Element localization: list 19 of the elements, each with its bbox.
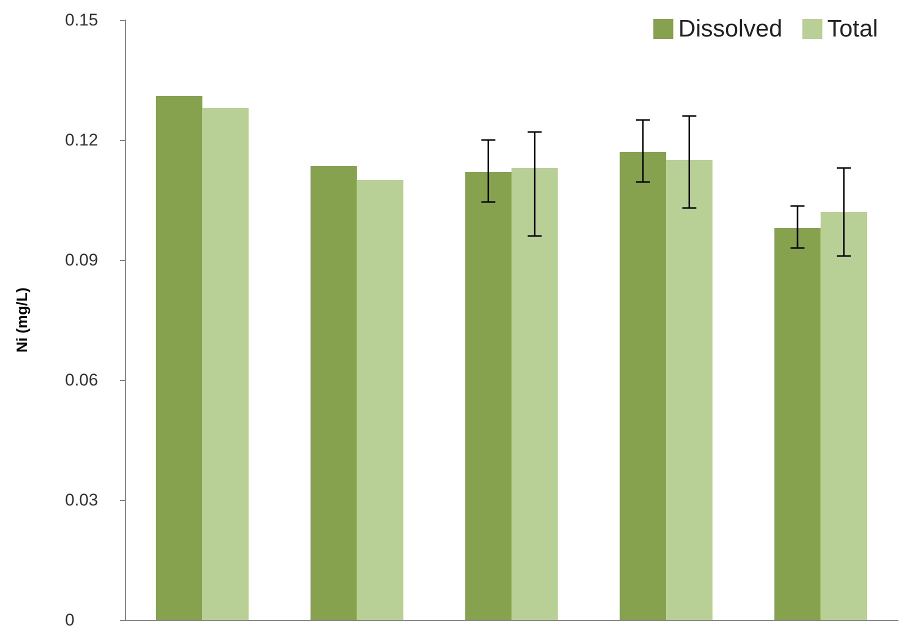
y-tick-label: 0.12 <box>65 130 98 150</box>
bar <box>774 228 821 620</box>
legend-label: Total <box>827 16 878 42</box>
y-tick-label: 0.06 <box>65 370 98 390</box>
bar <box>156 96 202 620</box>
bar <box>620 152 666 620</box>
bar <box>512 168 558 620</box>
bar <box>820 212 868 620</box>
legend-label: Dissolved <box>678 16 782 42</box>
y-tick-label: 0.09 <box>65 250 98 270</box>
bar <box>356 180 404 620</box>
bar <box>666 160 712 620</box>
bar <box>465 172 512 620</box>
y-tick-label: 0 <box>65 610 74 630</box>
y-tick-label: 0.15 <box>65 10 98 30</box>
y-axis-title: Ni (mg/L) <box>14 288 31 352</box>
bar <box>202 108 249 620</box>
y-tick-label: 0.03 <box>65 490 98 510</box>
bar <box>310 166 357 620</box>
